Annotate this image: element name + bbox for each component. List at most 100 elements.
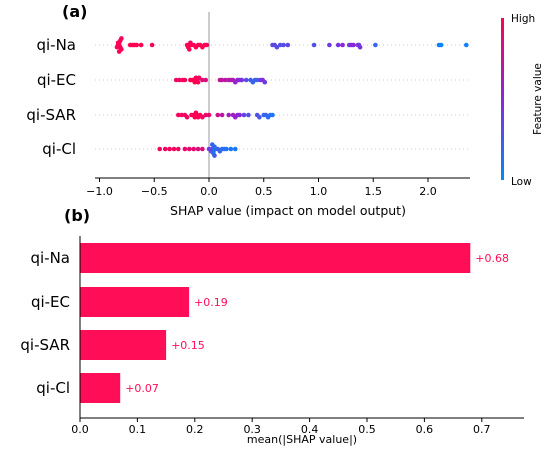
- beeswarm-x-tick-label: −0.5: [141, 185, 168, 198]
- importance-x-ticks: 0.0 0.1 0.2 0.3 0.4 0.5 0.6 0.7: [71, 418, 491, 436]
- importance-x-tick-label: 0.2: [186, 423, 204, 436]
- beeswarm-point: [226, 112, 231, 118]
- beeswarm-point: [114, 44, 120, 50]
- beeswarm-point: [285, 42, 291, 48]
- colorbar-high-label: High: [511, 13, 535, 25]
- importance-bar-value-label: +0.19: [194, 296, 228, 309]
- beeswarm-point: [335, 42, 341, 48]
- beeswarm-point: [203, 112, 208, 118]
- beeswarm-point: [134, 42, 139, 48]
- beeswarm-point: [177, 77, 182, 83]
- importance-x-tick-label: 0.5: [358, 423, 376, 436]
- beeswarm-x-ticks: −1.0 −0.5 0.0 0.5 1.0 1.5 2.0: [86, 178, 437, 198]
- beeswarm-point: [184, 114, 190, 120]
- beeswarm-feature-label: qi-Na: [36, 36, 76, 54]
- importance-bars: +0.68 +0.19 +0.15 +0.07: [80, 243, 509, 403]
- beeswarm-point: [157, 146, 162, 152]
- feature-value-colorbar: [501, 18, 504, 180]
- beeswarm-x-axis-title: SHAP value (impact on model output): [170, 203, 406, 218]
- colorbar-title: Feature value: [532, 63, 544, 135]
- beeswarm-feature-labels: qi-Na qi-EC qi-SAR qi-Cl: [26, 36, 76, 158]
- beeswarm-point: [233, 146, 238, 152]
- beeswarm-point: [241, 112, 247, 118]
- importance-feature-label: qi-Na: [30, 249, 70, 267]
- importance-x-tick-label: 0.0: [71, 423, 89, 436]
- importance-bar-value-label: +0.68: [475, 252, 509, 265]
- importance-x-tick-label: 0.3: [243, 423, 261, 436]
- importance-x-tick-label: 0.6: [416, 423, 434, 436]
- beeswarm-x-tick-label: 0.0: [200, 185, 218, 198]
- importance-feature-labels: qi-Na qi-EC qi-SAR qi-Cl: [20, 249, 70, 397]
- beeswarm-point: [243, 77, 249, 83]
- beeswarm-point: [246, 112, 251, 118]
- beeswarm-point: [176, 146, 181, 152]
- importance-feature-label: qi-SAR: [20, 336, 70, 354]
- beeswarm-point: [223, 77, 228, 83]
- beeswarm-feature-label: qi-EC: [37, 71, 76, 89]
- beeswarm-point: [138, 42, 144, 48]
- beeswarm-point: [357, 44, 363, 50]
- beeswarm-point: [191, 146, 196, 152]
- beeswarm-point: [351, 42, 356, 48]
- beeswarm-point: [206, 112, 212, 118]
- importance-bar: [80, 330, 167, 360]
- beeswarm-point: [270, 112, 275, 118]
- beeswarm-point: [210, 142, 215, 147]
- beeswarm-point: [215, 112, 221, 118]
- importance-bar: [80, 243, 471, 273]
- beeswarm-point: [195, 79, 201, 85]
- beeswarm-point: [173, 77, 179, 83]
- beeswarm-point: [200, 77, 205, 83]
- beeswarm-point: [115, 40, 121, 46]
- beeswarm-point: [187, 146, 192, 152]
- beeswarm-point: [203, 77, 208, 83]
- beeswarm-point: [311, 42, 317, 48]
- colorbar-low-label: Low: [511, 176, 532, 188]
- beeswarm-points: [114, 36, 469, 158]
- beeswarm-point: [340, 42, 345, 48]
- beeswarm-point: [257, 114, 262, 120]
- beeswarm-point: [182, 77, 188, 83]
- importance-x-tick-label: 0.7: [473, 423, 491, 436]
- beeswarm-point: [254, 77, 260, 83]
- beeswarm-point: [239, 77, 245, 83]
- beeswarm-point: [327, 42, 332, 48]
- importance-bar: [80, 287, 190, 317]
- beeswarm-point: [162, 146, 168, 152]
- importance-feature-label: qi-EC: [31, 293, 70, 311]
- beeswarm-point: [195, 146, 201, 152]
- importance-feature-label: qi-Cl: [36, 379, 70, 397]
- beeswarm-point: [204, 42, 210, 48]
- beeswarm-point: [373, 42, 378, 48]
- beeswarm-point: [228, 146, 234, 152]
- beeswarm-point: [219, 77, 225, 83]
- beeswarm-point: [200, 146, 205, 152]
- beeswarm-point: [167, 146, 172, 152]
- beeswarm-x-tick-label: 2.0: [419, 185, 437, 198]
- beeswarm-point: [274, 44, 280, 50]
- beeswarm-x-tick-label: 1.5: [365, 185, 383, 198]
- panel-a-label: (a): [62, 2, 87, 21]
- beeswarm-x-tick-label: 1.0: [310, 185, 328, 198]
- beeswarm-point: [224, 146, 229, 152]
- beeswarm-point: [281, 42, 286, 48]
- beeswarm-feature-label: qi-SAR: [26, 106, 76, 124]
- panel-b-label: (b): [64, 206, 90, 225]
- beeswarm-point: [237, 112, 242, 118]
- beeswarm-point: [196, 75, 202, 81]
- beeswarm-point: [116, 49, 122, 54]
- importance-bar: [80, 373, 121, 403]
- importance-bar-value-label: +0.07: [125, 382, 159, 395]
- beeswarm-point: [179, 112, 184, 118]
- importance-x-tick-label: 0.4: [301, 423, 319, 436]
- importance-x-axis-title: mean(|SHAP value|): [247, 433, 357, 446]
- beeswarm-feature-label: qi-Cl: [42, 140, 76, 158]
- beeswarm-point: [187, 47, 192, 52]
- beeswarm-point: [200, 114, 205, 120]
- beeswarm-point: [277, 42, 283, 48]
- importance-x-tick-label: 0.1: [129, 423, 147, 436]
- importance-bar-value-label: +0.15: [171, 339, 205, 352]
- beeswarm-point: [438, 42, 444, 48]
- beeswarm-point: [464, 42, 469, 48]
